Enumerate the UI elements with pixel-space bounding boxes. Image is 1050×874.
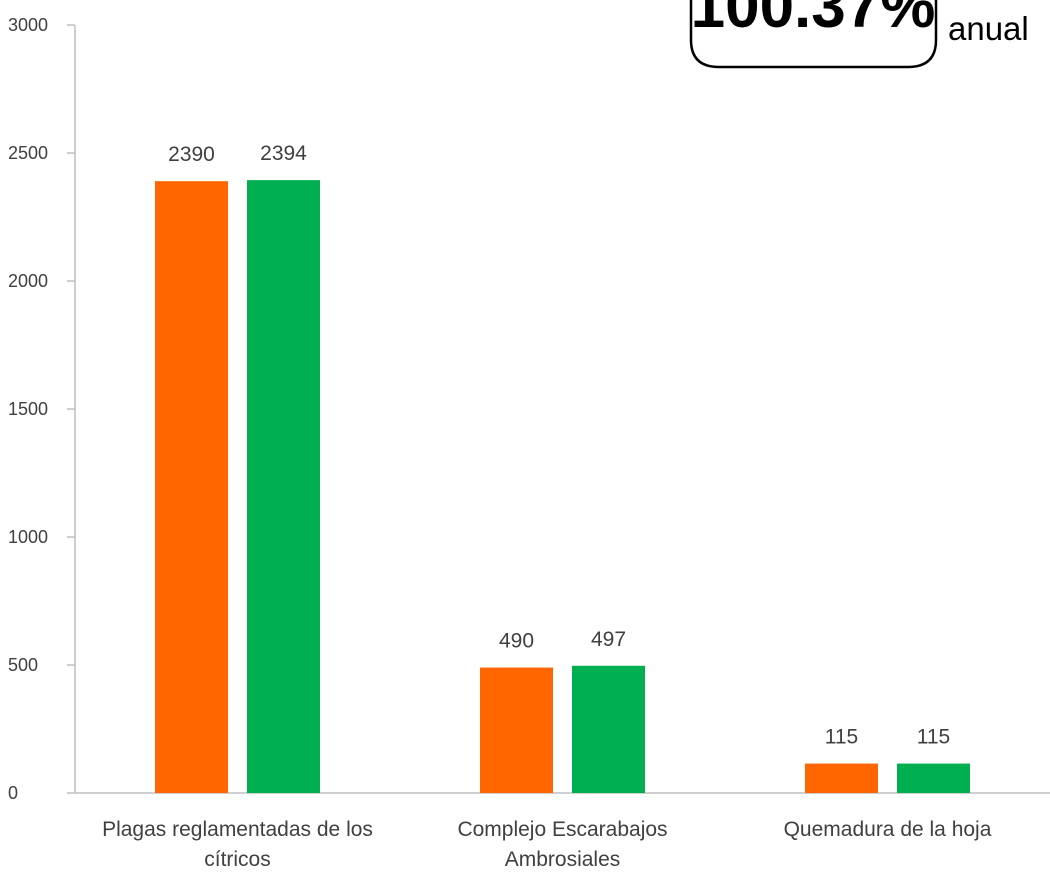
y-tick-label: 1000 xyxy=(8,527,48,547)
bar xyxy=(480,667,553,793)
data-label: 497 xyxy=(591,628,626,651)
y-tick-label: 2000 xyxy=(8,271,48,291)
category-label: Ambrosiales xyxy=(505,848,621,871)
category-label: Complejo Escarabajos xyxy=(457,818,667,841)
category-label: Plagas reglamentadas de los xyxy=(102,818,373,841)
callout: 100.37% anual xyxy=(689,0,1029,69)
bar xyxy=(897,763,970,793)
data-label: 2390 xyxy=(168,143,215,166)
data-labels-group: 2390 2394 490 497 115 115 xyxy=(168,142,950,748)
callout-box xyxy=(689,0,938,69)
bar xyxy=(247,180,320,794)
data-label: 2394 xyxy=(260,142,307,165)
data-label: 490 xyxy=(499,630,534,653)
y-axis-ticks: 0 500 1000 1500 2000 2500 3000 xyxy=(8,15,75,803)
data-label: 115 xyxy=(825,726,858,749)
category-labels-group: Plagas reglamentadas de los cítricos Compl… xyxy=(102,818,992,871)
bar xyxy=(155,181,228,793)
y-tick-label: 3000 xyxy=(8,15,48,35)
y-tick-label: 500 xyxy=(8,655,38,675)
bars-group xyxy=(155,180,970,794)
bar xyxy=(805,763,878,793)
y-tick-label: 1500 xyxy=(8,399,48,419)
data-label: 115 xyxy=(917,726,950,749)
category-label: Quemadura de la hoja xyxy=(784,818,992,841)
callout-text: anual xyxy=(948,10,1029,47)
bar xyxy=(572,665,645,793)
callout-value: 100.37% xyxy=(691,0,936,41)
category-label: cítricos xyxy=(204,848,271,871)
y-tick-label: 0 xyxy=(8,783,18,803)
y-tick-label: 2500 xyxy=(8,143,48,163)
